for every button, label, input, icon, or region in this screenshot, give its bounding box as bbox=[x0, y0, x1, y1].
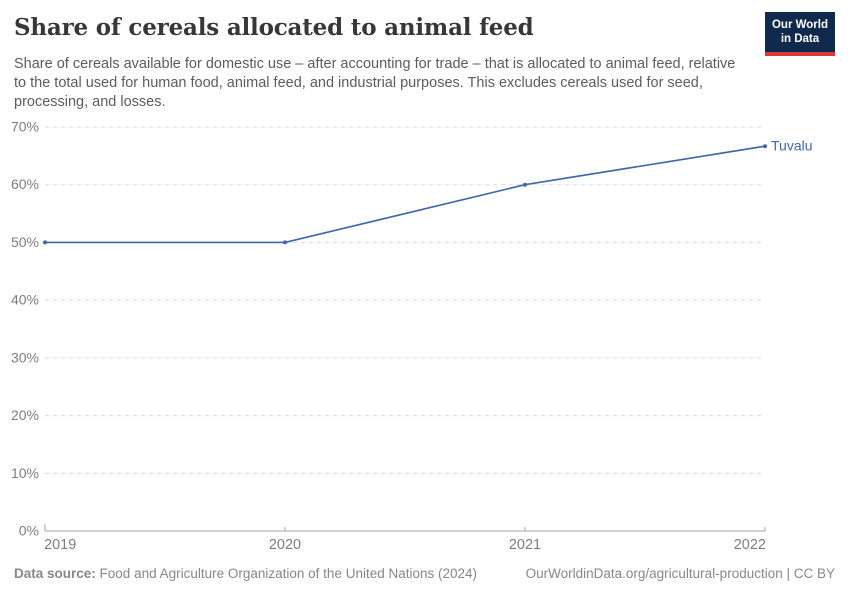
y-tick-label: 10% bbox=[11, 465, 39, 481]
chart-subtitle: Share of cereals available for domestic … bbox=[14, 56, 736, 110]
data-source: Data source: Food and Agriculture Organi… bbox=[14, 566, 477, 581]
data-source-text: Food and Agriculture Organization of the… bbox=[99, 566, 478, 581]
x-tick-label: 2022 bbox=[734, 537, 766, 553]
data-point-tuvalu-2020[interactable] bbox=[283, 240, 287, 245]
chart-title: Share of cereals allocated to animal fee… bbox=[14, 14, 534, 41]
footer-citation-link[interactable]: OurWorldinData.org/agricultural-producti… bbox=[525, 566, 835, 581]
data-point-tuvalu-2019[interactable] bbox=[43, 240, 47, 245]
y-tick-label: 30% bbox=[11, 349, 39, 365]
y-tick-label: 40% bbox=[11, 292, 39, 308]
data-point-tuvalu-2022[interactable] bbox=[763, 144, 767, 149]
x-tick-label: 2021 bbox=[509, 537, 541, 553]
data-point-tuvalu-2021[interactable] bbox=[523, 182, 527, 187]
owid-logo-line2: in Data bbox=[780, 33, 820, 46]
chart-footer: Data source: Food and Agriculture Organi… bbox=[14, 566, 835, 581]
owid-logo-line1: Our World bbox=[771, 19, 828, 31]
y-tick-label: 60% bbox=[11, 176, 39, 192]
owid-logo[interactable]: Our World in Data bbox=[764, 12, 835, 56]
data-source-label: Data source: bbox=[14, 566, 96, 581]
y-tick-label: 70% bbox=[11, 119, 39, 135]
x-tick-label: 2020 bbox=[269, 537, 301, 553]
x-tick-label: 2019 bbox=[44, 537, 76, 553]
y-tick-label: 20% bbox=[11, 407, 39, 423]
y-tick-label: 50% bbox=[11, 234, 39, 250]
y-tick-label: 0% bbox=[19, 523, 39, 539]
series-line-tuvalu[interactable] bbox=[45, 145, 766, 244]
series-label-tuvalu[interactable]: Tuvalu bbox=[771, 138, 813, 154]
